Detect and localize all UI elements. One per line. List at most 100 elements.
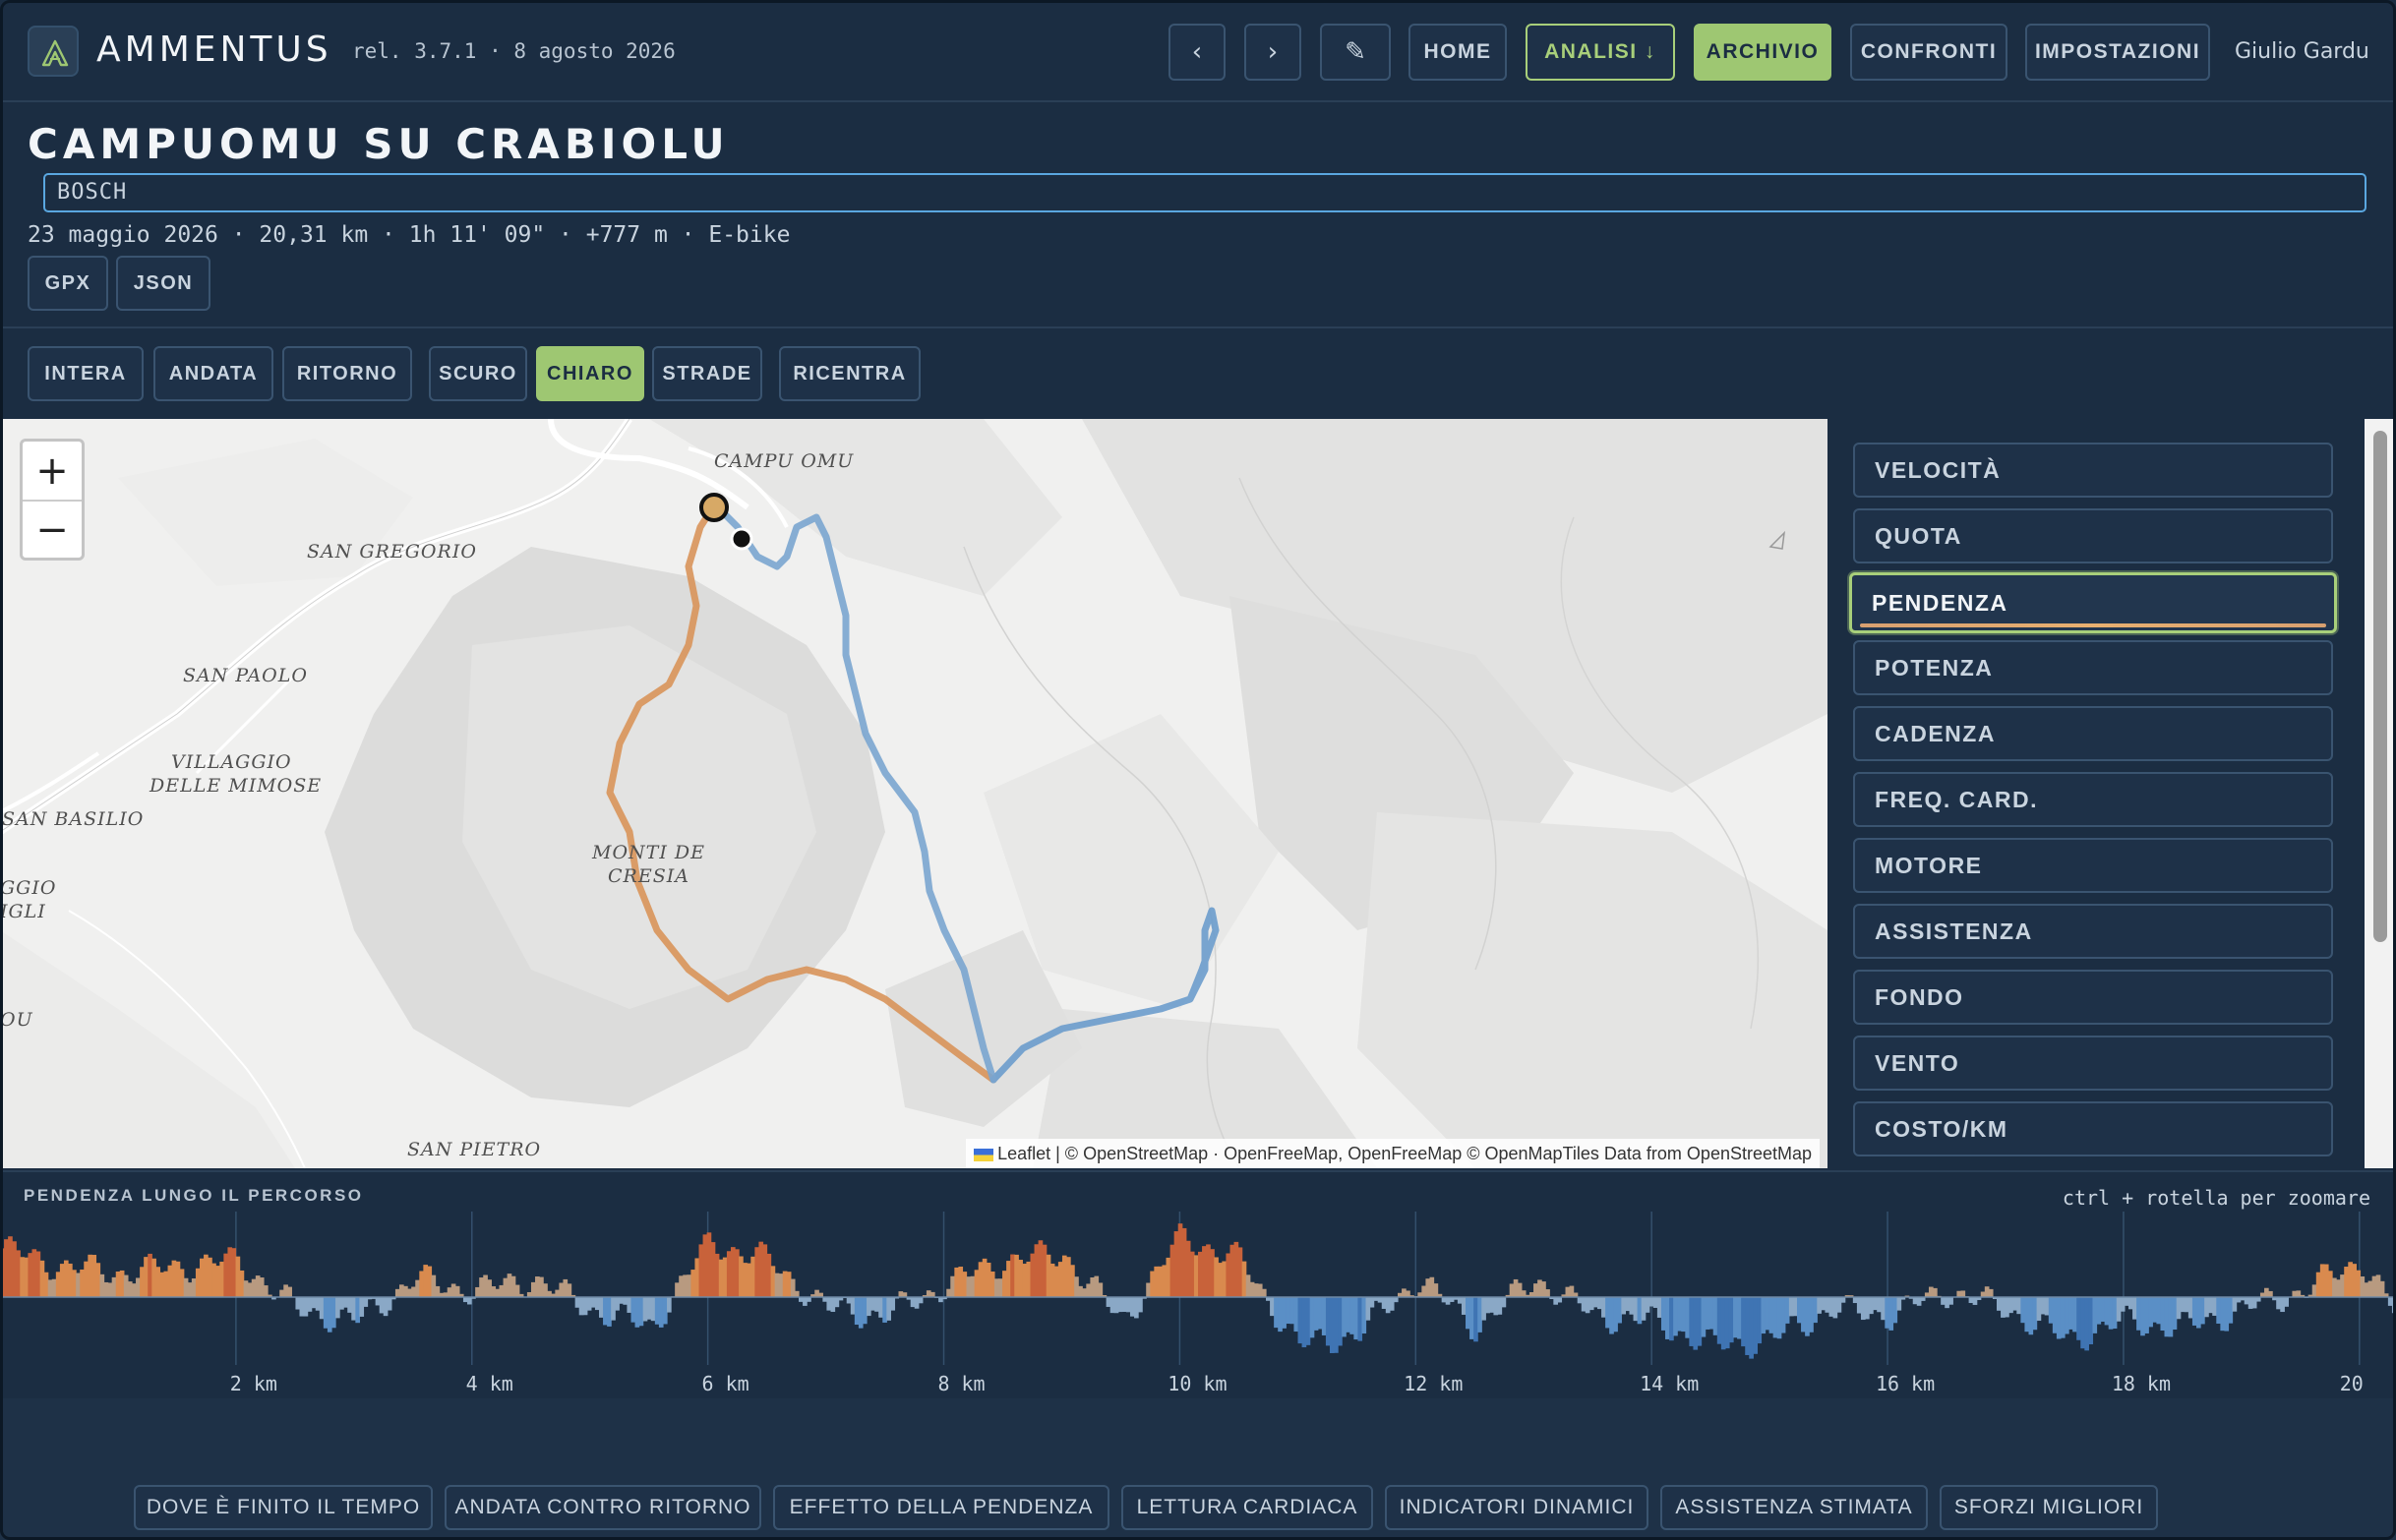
- profile-bar: [1817, 1297, 1822, 1314]
- profile-bar: [1270, 1297, 1275, 1317]
- profile-bar: [1181, 1227, 1187, 1297]
- metric-quota-button[interactable]: QUOTA: [1853, 508, 2333, 563]
- profile-bar: [1848, 1295, 1854, 1297]
- zoom-in-button[interactable]: +: [35, 447, 69, 494]
- profile-bar: [594, 1297, 600, 1311]
- profile-bar: [1046, 1254, 1051, 1297]
- gradient-profile-chart[interactable]: 2 km 4 km 6 km 8 km 10 km 12 km 14 km 16 km 18 k…: [0, 1170, 2396, 1398]
- basemap-scuro-button[interactable]: SCURO: [429, 346, 527, 401]
- nav-archivio-button[interactable]: ARCHIVIO: [1694, 24, 1831, 81]
- basemap-strade-button[interactable]: STRADE: [652, 346, 762, 401]
- profile-bar: [431, 1274, 437, 1297]
- profile-bar: [1473, 1297, 1478, 1342]
- profile-bar: [458, 1293, 464, 1297]
- x-tick-label: 12 km: [1404, 1372, 1463, 1395]
- metric-potenza-button[interactable]: POTENZA: [1853, 640, 2333, 695]
- profile-bar: [95, 1263, 101, 1297]
- profile-bar: [1365, 1297, 1371, 1321]
- route-notes-input[interactable]: BOSCH: [43, 173, 2366, 212]
- profile-bar: [1061, 1255, 1067, 1297]
- profile-bar: [1665, 1297, 1670, 1339]
- profile-bar: [615, 1297, 620, 1311]
- map-attribution-text[interactable]: Leaflet | © OpenStreetMap · OpenFreeMap,…: [997, 1144, 1812, 1163]
- profile-bar: [782, 1271, 788, 1297]
- profile-bar: [2040, 1297, 2046, 1315]
- profile-bar: [1697, 1297, 1703, 1346]
- profile-bar: [339, 1297, 344, 1310]
- metric-costo-km-button[interactable]: COSTO/KM: [1853, 1101, 2333, 1156]
- profile-bar: [1997, 1297, 2002, 1311]
- analysis-dove-finito-tempo-button[interactable]: DOVE È FINITO IL TEMPO: [134, 1485, 433, 1530]
- profile-bar: [1034, 1244, 1040, 1297]
- analysis-assistenza-stimata-button[interactable]: ASSISTENZA STIMATA: [1660, 1485, 1928, 1530]
- ukraine-flag-icon: [974, 1148, 994, 1161]
- analysis-lettura-cardiaca-button[interactable]: LETTURA CARDIACA: [1121, 1485, 1373, 1530]
- metric-motore-button[interactable]: MOTORE: [1853, 838, 2333, 893]
- metric-fondo-button[interactable]: FONDO: [1853, 970, 2333, 1025]
- profile-bar: [2323, 1264, 2329, 1297]
- profile-bar: [1545, 1289, 1550, 1297]
- nav-analisi-button[interactable]: ANALISI ↓: [1526, 24, 1675, 81]
- profile-bar: [1561, 1294, 1567, 1297]
- profile-bar: [1549, 1297, 1554, 1300]
- profile-bar: [1625, 1297, 1631, 1312]
- profile-bar: [1577, 1297, 1583, 1304]
- route-map[interactable]: CAMPU OMU SAN GREGORIO SAN PAOLO VILLAGG…: [0, 419, 1827, 1168]
- profile-bar: [530, 1281, 536, 1297]
- profile-bar: [195, 1268, 201, 1297]
- metric-velocita-button[interactable]: VELOCITÀ: [1853, 443, 2333, 498]
- profile-bar: [1261, 1288, 1267, 1297]
- profile-bar: [834, 1297, 840, 1308]
- analysis-sforzi-migliori-button[interactable]: SFORZI MIGLIORI: [1940, 1485, 2158, 1530]
- metric-vento-button[interactable]: VENTO: [1853, 1036, 2333, 1091]
- segment-ritorno-button[interactable]: RITORNO: [282, 346, 412, 401]
- prev-route-button[interactable]: ‹: [1168, 24, 1226, 81]
- analysis-andata-contro-ritorno-button[interactable]: ANDATA CONTRO RITORNO: [445, 1485, 761, 1530]
- profile-bar: [1253, 1283, 1259, 1297]
- profile-bar: [107, 1282, 113, 1297]
- profile-bar: [0, 1248, 5, 1297]
- next-route-button[interactable]: ›: [1244, 24, 1301, 81]
- profile-bar: [347, 1297, 352, 1313]
- profile-bar: [1185, 1240, 1191, 1297]
- zoom-out-button[interactable]: −: [23, 500, 82, 558]
- metric-freq-card-button[interactable]: FREQ. CARD.: [1853, 772, 2333, 827]
- profile-bar: [714, 1253, 720, 1297]
- metric-panel-scrollbar[interactable]: [2365, 419, 2396, 1168]
- profile-bar: [367, 1297, 373, 1300]
- release-info: rel. 3.7.1 · 8 agosto 2026: [352, 39, 676, 63]
- analysis-indicatori-dinamici-button[interactable]: INDICATORI DINAMICI: [1385, 1485, 1648, 1530]
- profile-bar: [2156, 1297, 2162, 1325]
- segment-andata-button[interactable]: ANDATA: [153, 346, 273, 401]
- metric-assistenza-button[interactable]: ASSISTENZA: [1853, 904, 2333, 959]
- recenter-map-button[interactable]: RICENTRA: [779, 346, 921, 401]
- app-logo[interactable]: [28, 26, 79, 77]
- user-name[interactable]: Giulio Gardu: [2235, 39, 2369, 64]
- profile-bar: [1617, 1297, 1622, 1324]
- profile-bar: [989, 1271, 995, 1297]
- profile-bar: [355, 1297, 360, 1324]
- analysis-effetto-pendenza-button[interactable]: EFFETTO DELLA PENDENZA: [773, 1485, 1109, 1530]
- profile-bar: [390, 1297, 396, 1300]
- metric-cadenza-button[interactable]: CADENZA: [1853, 706, 2333, 761]
- profile-bar: [503, 1277, 509, 1297]
- nav-home-button[interactable]: HOME: [1408, 24, 1507, 81]
- segment-intera-button[interactable]: INTERA: [28, 346, 144, 401]
- edit-route-button[interactable]: ✎: [1320, 24, 1391, 81]
- nav-confronti-button[interactable]: CONFRONTI: [1850, 24, 2007, 81]
- profile-bar: [1014, 1254, 1019, 1297]
- profile-bar: [1485, 1297, 1490, 1314]
- metric-pendenza-button[interactable]: PENDENZA: [1849, 572, 2337, 633]
- basemap-chiaro-button[interactable]: CHIARO: [536, 346, 644, 401]
- profile-bar: [2212, 1297, 2217, 1316]
- profile-bar: [578, 1297, 584, 1316]
- nav-impostazioni-button[interactable]: IMPOSTAZIONI: [2025, 24, 2210, 81]
- profile-bar: [1813, 1297, 1818, 1324]
- scrollbar-thumb[interactable]: [2373, 431, 2387, 942]
- profile-bar: [1768, 1297, 1774, 1333]
- profile-bar: [471, 1297, 476, 1299]
- profile-bar: [1257, 1283, 1263, 1297]
- export-gpx-button[interactable]: GPX: [28, 256, 108, 311]
- export-json-button[interactable]: JSON: [116, 256, 210, 311]
- profile-bar: [1329, 1297, 1335, 1353]
